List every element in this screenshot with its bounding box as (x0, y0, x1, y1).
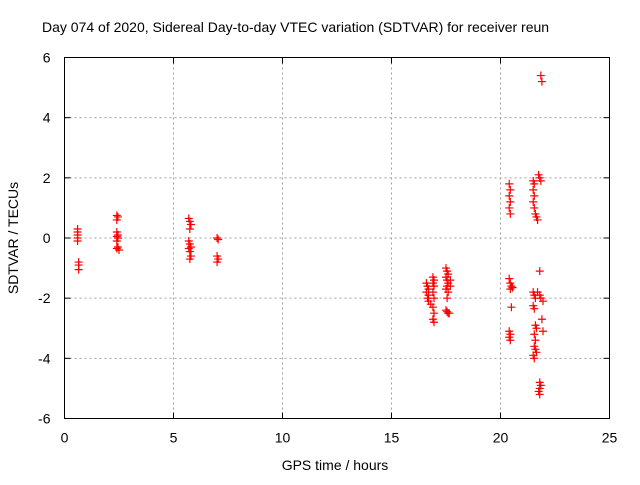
chart-title: Day 074 of 2020, Sidereal Day-to-day VTE… (42, 19, 549, 35)
data-point (112, 215, 121, 224)
data-point (443, 294, 452, 303)
data-point (536, 71, 545, 80)
data-point (533, 215, 542, 224)
data-point (430, 318, 439, 327)
data-point (535, 390, 544, 399)
data-point (446, 282, 455, 291)
x-tick-label: 5 (170, 430, 178, 446)
data-point (536, 176, 545, 185)
data-point (539, 297, 548, 306)
data-point (430, 294, 439, 303)
axis-ticks (64, 57, 610, 419)
data-point (444, 288, 453, 297)
data-point (213, 234, 222, 242)
data-point (531, 336, 540, 345)
data-point (506, 336, 515, 345)
y-tick-label: -2 (38, 290, 51, 306)
data-points (73, 71, 548, 399)
data-point (428, 303, 437, 312)
data-point (430, 309, 439, 318)
data-point (115, 246, 123, 255)
data-point (539, 327, 548, 336)
y-axis-label: SDTVAR / TECUs (5, 182, 21, 294)
data-point (506, 209, 515, 218)
data-point (537, 77, 546, 86)
data-point (213, 258, 222, 267)
data-point (506, 197, 515, 206)
x-tick-label: 10 (275, 430, 291, 446)
x-tick-label: 20 (493, 430, 509, 446)
data-point (530, 304, 539, 313)
data-point (529, 197, 538, 206)
tick-labels: 0 5 10 15 20 25 -6 -4 -2 0 2 4 6 (38, 50, 617, 446)
data-point (445, 309, 454, 318)
y-tick-label: 0 (43, 230, 51, 246)
data-point (537, 315, 546, 324)
y-tick-label: 6 (43, 50, 51, 66)
data-point (530, 191, 539, 200)
y-tick-label: 4 (43, 110, 51, 126)
y-tick-label: 2 (43, 170, 51, 186)
data-point (74, 265, 83, 274)
data-point (529, 185, 538, 194)
x-tick-label: 15 (384, 430, 400, 446)
y-tick-label: -4 (38, 350, 51, 366)
data-point (505, 203, 514, 212)
x-axis-label: GPS time / hours (282, 457, 389, 473)
y-tick-label: -6 (38, 411, 51, 427)
data-point (185, 224, 194, 233)
data-point (530, 354, 539, 363)
data-point (507, 303, 516, 312)
data-point (530, 203, 539, 212)
grid-lines (64, 57, 610, 419)
data-point (428, 288, 437, 297)
data-point (430, 282, 439, 291)
data-point (112, 237, 121, 246)
data-point (530, 330, 539, 339)
data-point (506, 185, 515, 194)
data-point (185, 255, 194, 264)
data-point (505, 274, 514, 283)
data-point (214, 235, 223, 244)
data-point (73, 237, 82, 246)
data-point (505, 179, 514, 188)
data-point (508, 283, 517, 292)
x-tick-label: 0 (61, 430, 69, 446)
x-tick-label: 25 (602, 430, 618, 446)
data-point (535, 267, 544, 276)
data-point (185, 247, 194, 256)
data-point (530, 179, 539, 188)
data-point (532, 324, 541, 333)
data-point (186, 220, 195, 229)
data-point (505, 191, 514, 200)
